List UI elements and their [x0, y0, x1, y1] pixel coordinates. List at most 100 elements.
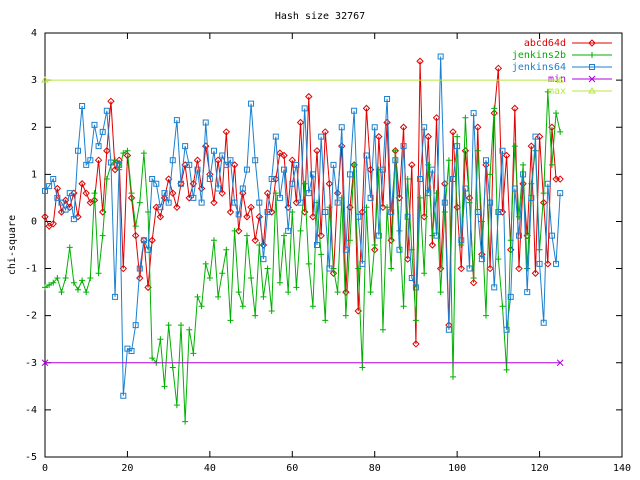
point-marker — [399, 123, 408, 131]
point-marker — [441, 199, 448, 206]
point-marker — [148, 236, 156, 244]
point-marker — [589, 64, 595, 70]
point-marker — [276, 279, 283, 286]
point-marker — [107, 97, 115, 106]
point-marker — [198, 199, 205, 206]
point-marker — [235, 289, 242, 296]
point-marker — [66, 190, 73, 197]
point-marker — [153, 180, 160, 187]
point-marker — [91, 190, 98, 197]
point-marker — [326, 265, 333, 272]
point-marker — [425, 190, 432, 197]
point-marker — [540, 319, 547, 326]
point-marker — [396, 246, 403, 253]
point-marker — [355, 265, 362, 272]
point-marker — [527, 142, 536, 150]
point-marker — [499, 147, 506, 154]
point-marker — [79, 277, 86, 284]
point-marker — [157, 204, 164, 211]
y-tick-label: -4 — [25, 405, 37, 416]
point-marker — [140, 150, 147, 157]
point-marker — [400, 143, 407, 150]
point-marker — [219, 270, 226, 277]
point-marker — [123, 151, 132, 160]
point-marker — [103, 176, 110, 183]
point-marker — [469, 278, 478, 287]
point-marker — [83, 161, 90, 168]
point-marker — [499, 303, 506, 310]
point-marker — [169, 157, 176, 164]
point-marker — [62, 274, 69, 281]
point-marker — [351, 107, 358, 114]
point-marker — [503, 326, 510, 333]
y-tick-label: 4 — [31, 28, 37, 39]
point-marker — [491, 105, 498, 112]
point-marker — [103, 107, 110, 114]
point-marker — [54, 274, 61, 281]
point-marker — [243, 166, 250, 173]
point-marker — [588, 39, 596, 47]
point-marker — [128, 348, 135, 354]
point-marker — [243, 232, 250, 239]
point-marker — [219, 152, 226, 159]
point-marker — [41, 76, 49, 83]
point-marker — [408, 161, 416, 169]
point-marker — [322, 317, 329, 324]
point-marker — [487, 171, 494, 178]
point-marker — [42, 187, 48, 194]
point-marker — [58, 199, 65, 206]
point-marker — [289, 180, 296, 187]
point-marker — [491, 284, 498, 291]
point-marker — [453, 203, 461, 212]
point-marker — [445, 157, 452, 164]
point-marker — [235, 211, 242, 218]
point-marker — [247, 203, 255, 212]
point-marker — [379, 166, 386, 173]
point-marker — [429, 166, 436, 173]
point-marker — [548, 232, 555, 239]
point-marker — [74, 286, 81, 293]
point-marker — [342, 288, 350, 296]
point-marker — [474, 209, 481, 216]
point-marker — [103, 147, 111, 155]
point-marker — [58, 289, 65, 296]
legend-label: jenkins2b — [512, 50, 566, 61]
point-marker — [46, 183, 53, 190]
point-marker — [524, 265, 531, 272]
point-marker — [325, 180, 334, 188]
point-marker — [116, 161, 123, 168]
point-marker — [260, 256, 267, 263]
point-marker — [120, 150, 127, 157]
point-marker — [433, 190, 440, 197]
point-marker — [161, 383, 168, 390]
point-marker — [230, 161, 239, 169]
point-marker — [424, 132, 433, 141]
y-tick-label: 3 — [31, 75, 37, 86]
point-marker — [384, 95, 391, 102]
point-marker — [50, 279, 57, 286]
point-marker — [375, 232, 382, 239]
point-marker — [248, 274, 255, 281]
point-marker — [124, 147, 131, 154]
point-marker — [502, 151, 511, 160]
point-marker — [198, 303, 205, 310]
point-marker — [215, 185, 222, 192]
point-marker — [511, 143, 518, 150]
point-marker — [210, 237, 217, 244]
point-marker — [412, 284, 419, 291]
point-marker — [94, 156, 103, 164]
point-marker — [227, 317, 234, 324]
point-marker — [239, 303, 246, 310]
point-marker — [457, 264, 465, 273]
point-marker — [322, 209, 329, 216]
point-marker — [355, 213, 362, 220]
point-marker — [264, 209, 271, 216]
point-marker — [359, 364, 366, 371]
point-marker — [256, 242, 263, 248]
point-marker — [46, 282, 53, 289]
x-tick-label: 20 — [121, 463, 133, 474]
point-marker — [342, 246, 349, 253]
point-marker — [231, 199, 238, 206]
point-marker — [367, 194, 374, 201]
point-marker — [462, 185, 469, 192]
